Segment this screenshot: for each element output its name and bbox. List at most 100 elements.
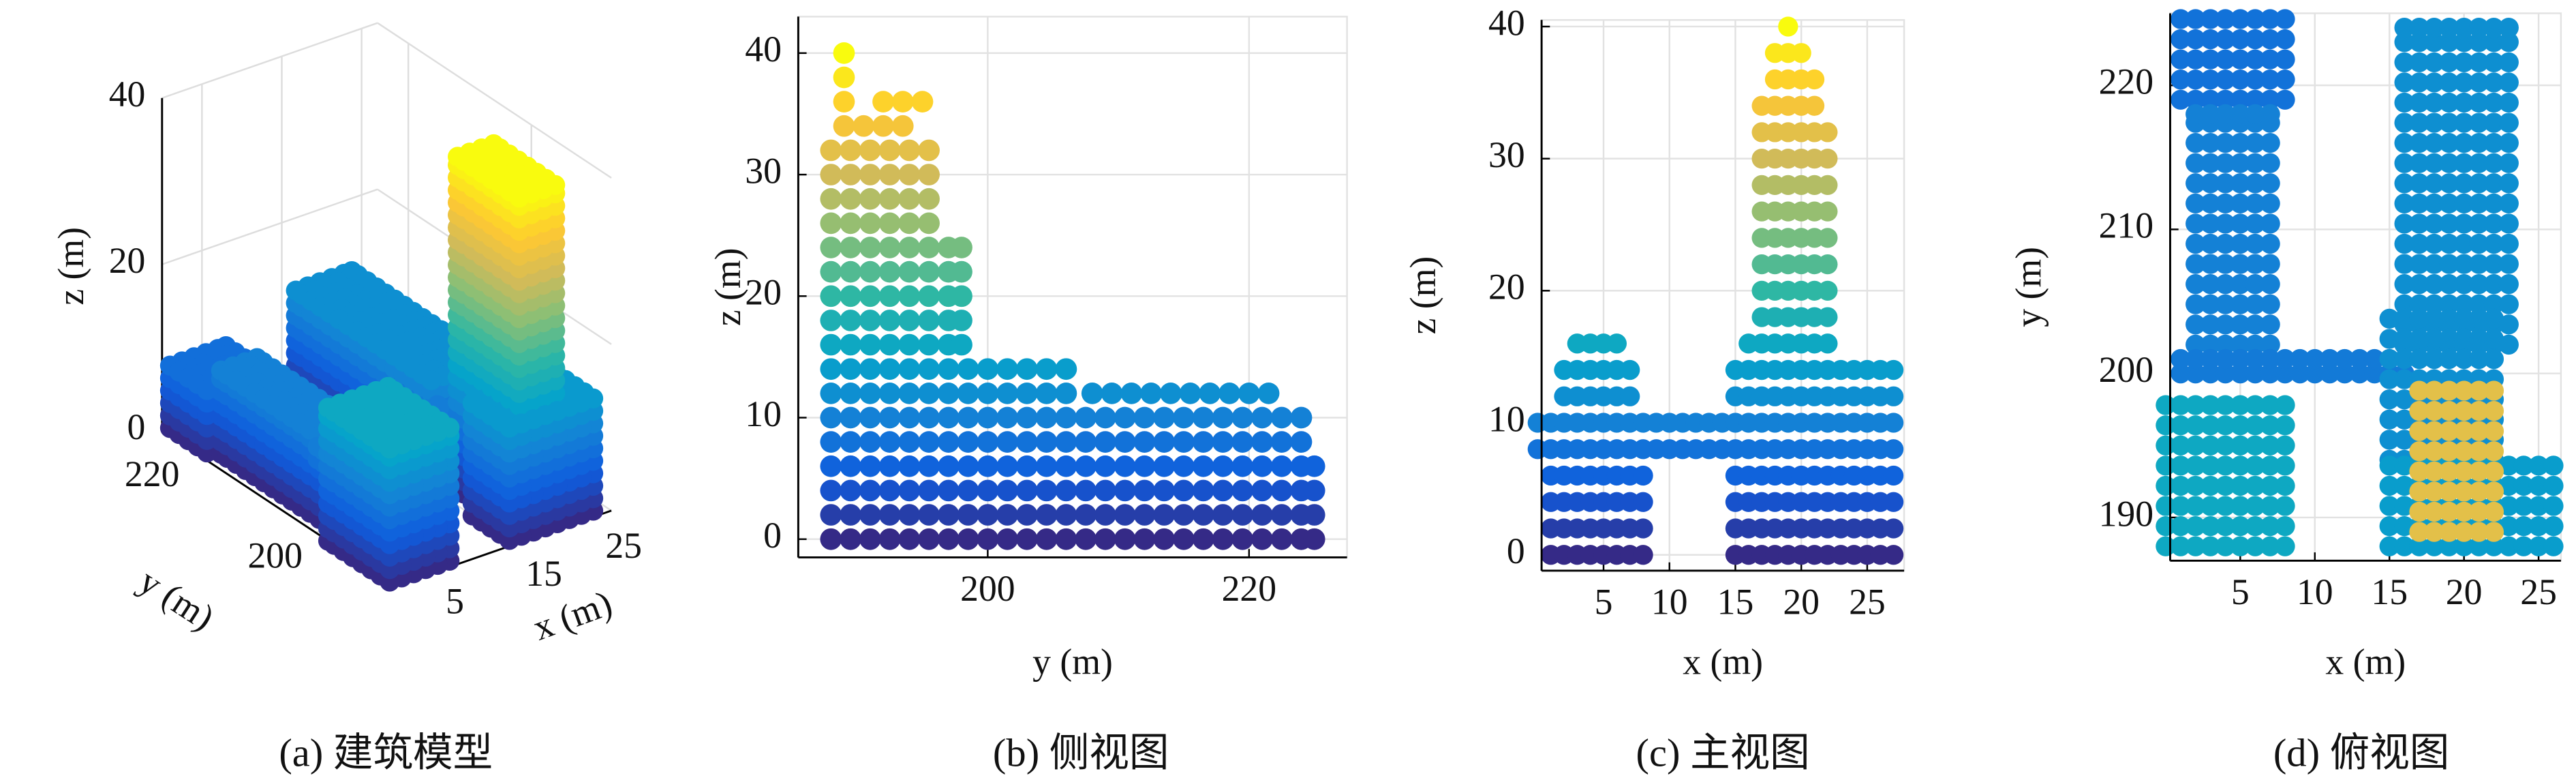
point — [859, 164, 881, 185]
point — [2260, 435, 2280, 455]
point — [1804, 95, 1825, 116]
point — [1094, 455, 1116, 477]
point — [2215, 49, 2236, 70]
point — [2379, 389, 2399, 410]
point — [820, 212, 842, 235]
point — [1133, 455, 1156, 477]
point — [2424, 173, 2444, 194]
point — [2483, 400, 2504, 421]
point — [1133, 528, 1156, 550]
point — [1238, 382, 1260, 404]
point — [2171, 395, 2191, 415]
point — [2215, 153, 2236, 173]
point — [918, 479, 940, 502]
point — [2483, 294, 2504, 314]
x-axis-label: x (m) — [1683, 641, 1763, 682]
point — [2230, 515, 2250, 537]
point — [898, 382, 921, 404]
point — [2498, 274, 2519, 295]
point — [2230, 496, 2250, 516]
point — [957, 479, 979, 502]
point — [2215, 193, 2236, 214]
point — [918, 358, 940, 380]
point — [2498, 113, 2519, 133]
point — [1791, 43, 1811, 63]
point — [2171, 475, 2191, 496]
point — [2186, 233, 2206, 254]
point — [1016, 358, 1038, 380]
point — [1153, 406, 1176, 429]
point — [2215, 455, 2236, 476]
point — [2439, 522, 2459, 542]
point — [2275, 348, 2295, 370]
point — [2468, 52, 2489, 72]
point — [1153, 455, 1176, 477]
point — [2439, 32, 2459, 53]
y-tick-label: 30 — [745, 150, 782, 191]
point — [1192, 431, 1214, 453]
point — [2275, 49, 2295, 70]
point — [2186, 254, 2206, 274]
point — [1231, 406, 1254, 429]
point — [2454, 193, 2474, 214]
point — [2260, 334, 2280, 355]
point — [2409, 233, 2429, 254]
point — [1140, 382, 1162, 404]
point — [2260, 294, 2280, 314]
x-tick-label: 25 — [605, 525, 642, 566]
point — [1192, 504, 1214, 526]
point — [2186, 314, 2206, 335]
point — [2439, 536, 2459, 556]
point — [2498, 72, 2519, 93]
point — [1173, 431, 1195, 453]
point — [1212, 528, 1234, 550]
point — [1016, 431, 1038, 453]
point — [1251, 406, 1273, 429]
point — [2394, 233, 2414, 254]
point — [2200, 89, 2221, 110]
point — [2215, 70, 2236, 90]
point — [878, 212, 901, 235]
point — [2454, 32, 2474, 53]
point — [1270, 479, 1293, 502]
point — [2245, 193, 2265, 214]
point — [2394, 173, 2414, 194]
point — [2379, 430, 2399, 450]
point — [2171, 415, 2191, 436]
point — [2439, 400, 2459, 421]
point — [2439, 254, 2459, 274]
point — [2260, 274, 2280, 295]
point — [2483, 308, 2504, 329]
point — [1818, 201, 1838, 222]
point — [2468, 133, 2489, 153]
point — [1016, 504, 1038, 526]
point — [2215, 173, 2236, 194]
point — [499, 417, 520, 438]
point — [2483, 18, 2504, 38]
point — [2439, 348, 2459, 370]
x-tick-label: 15 — [525, 553, 562, 594]
point — [2468, 421, 2489, 441]
point — [898, 504, 921, 526]
point — [2230, 213, 2250, 234]
point — [1055, 431, 1077, 453]
point — [2394, 369, 2414, 389]
point — [2215, 294, 2236, 314]
point — [2483, 32, 2504, 53]
point — [938, 431, 960, 453]
point — [1251, 431, 1273, 453]
point — [2275, 415, 2295, 436]
point — [2409, 348, 2429, 370]
point — [2454, 400, 2474, 421]
point — [2543, 515, 2564, 537]
point — [2498, 173, 2519, 194]
point — [2230, 70, 2250, 90]
point — [878, 260, 901, 283]
point — [853, 115, 875, 137]
point — [2215, 435, 2236, 455]
point — [2245, 89, 2265, 110]
point — [2468, 481, 2489, 502]
point — [1633, 518, 1653, 539]
point — [380, 438, 400, 459]
point — [833, 115, 855, 137]
